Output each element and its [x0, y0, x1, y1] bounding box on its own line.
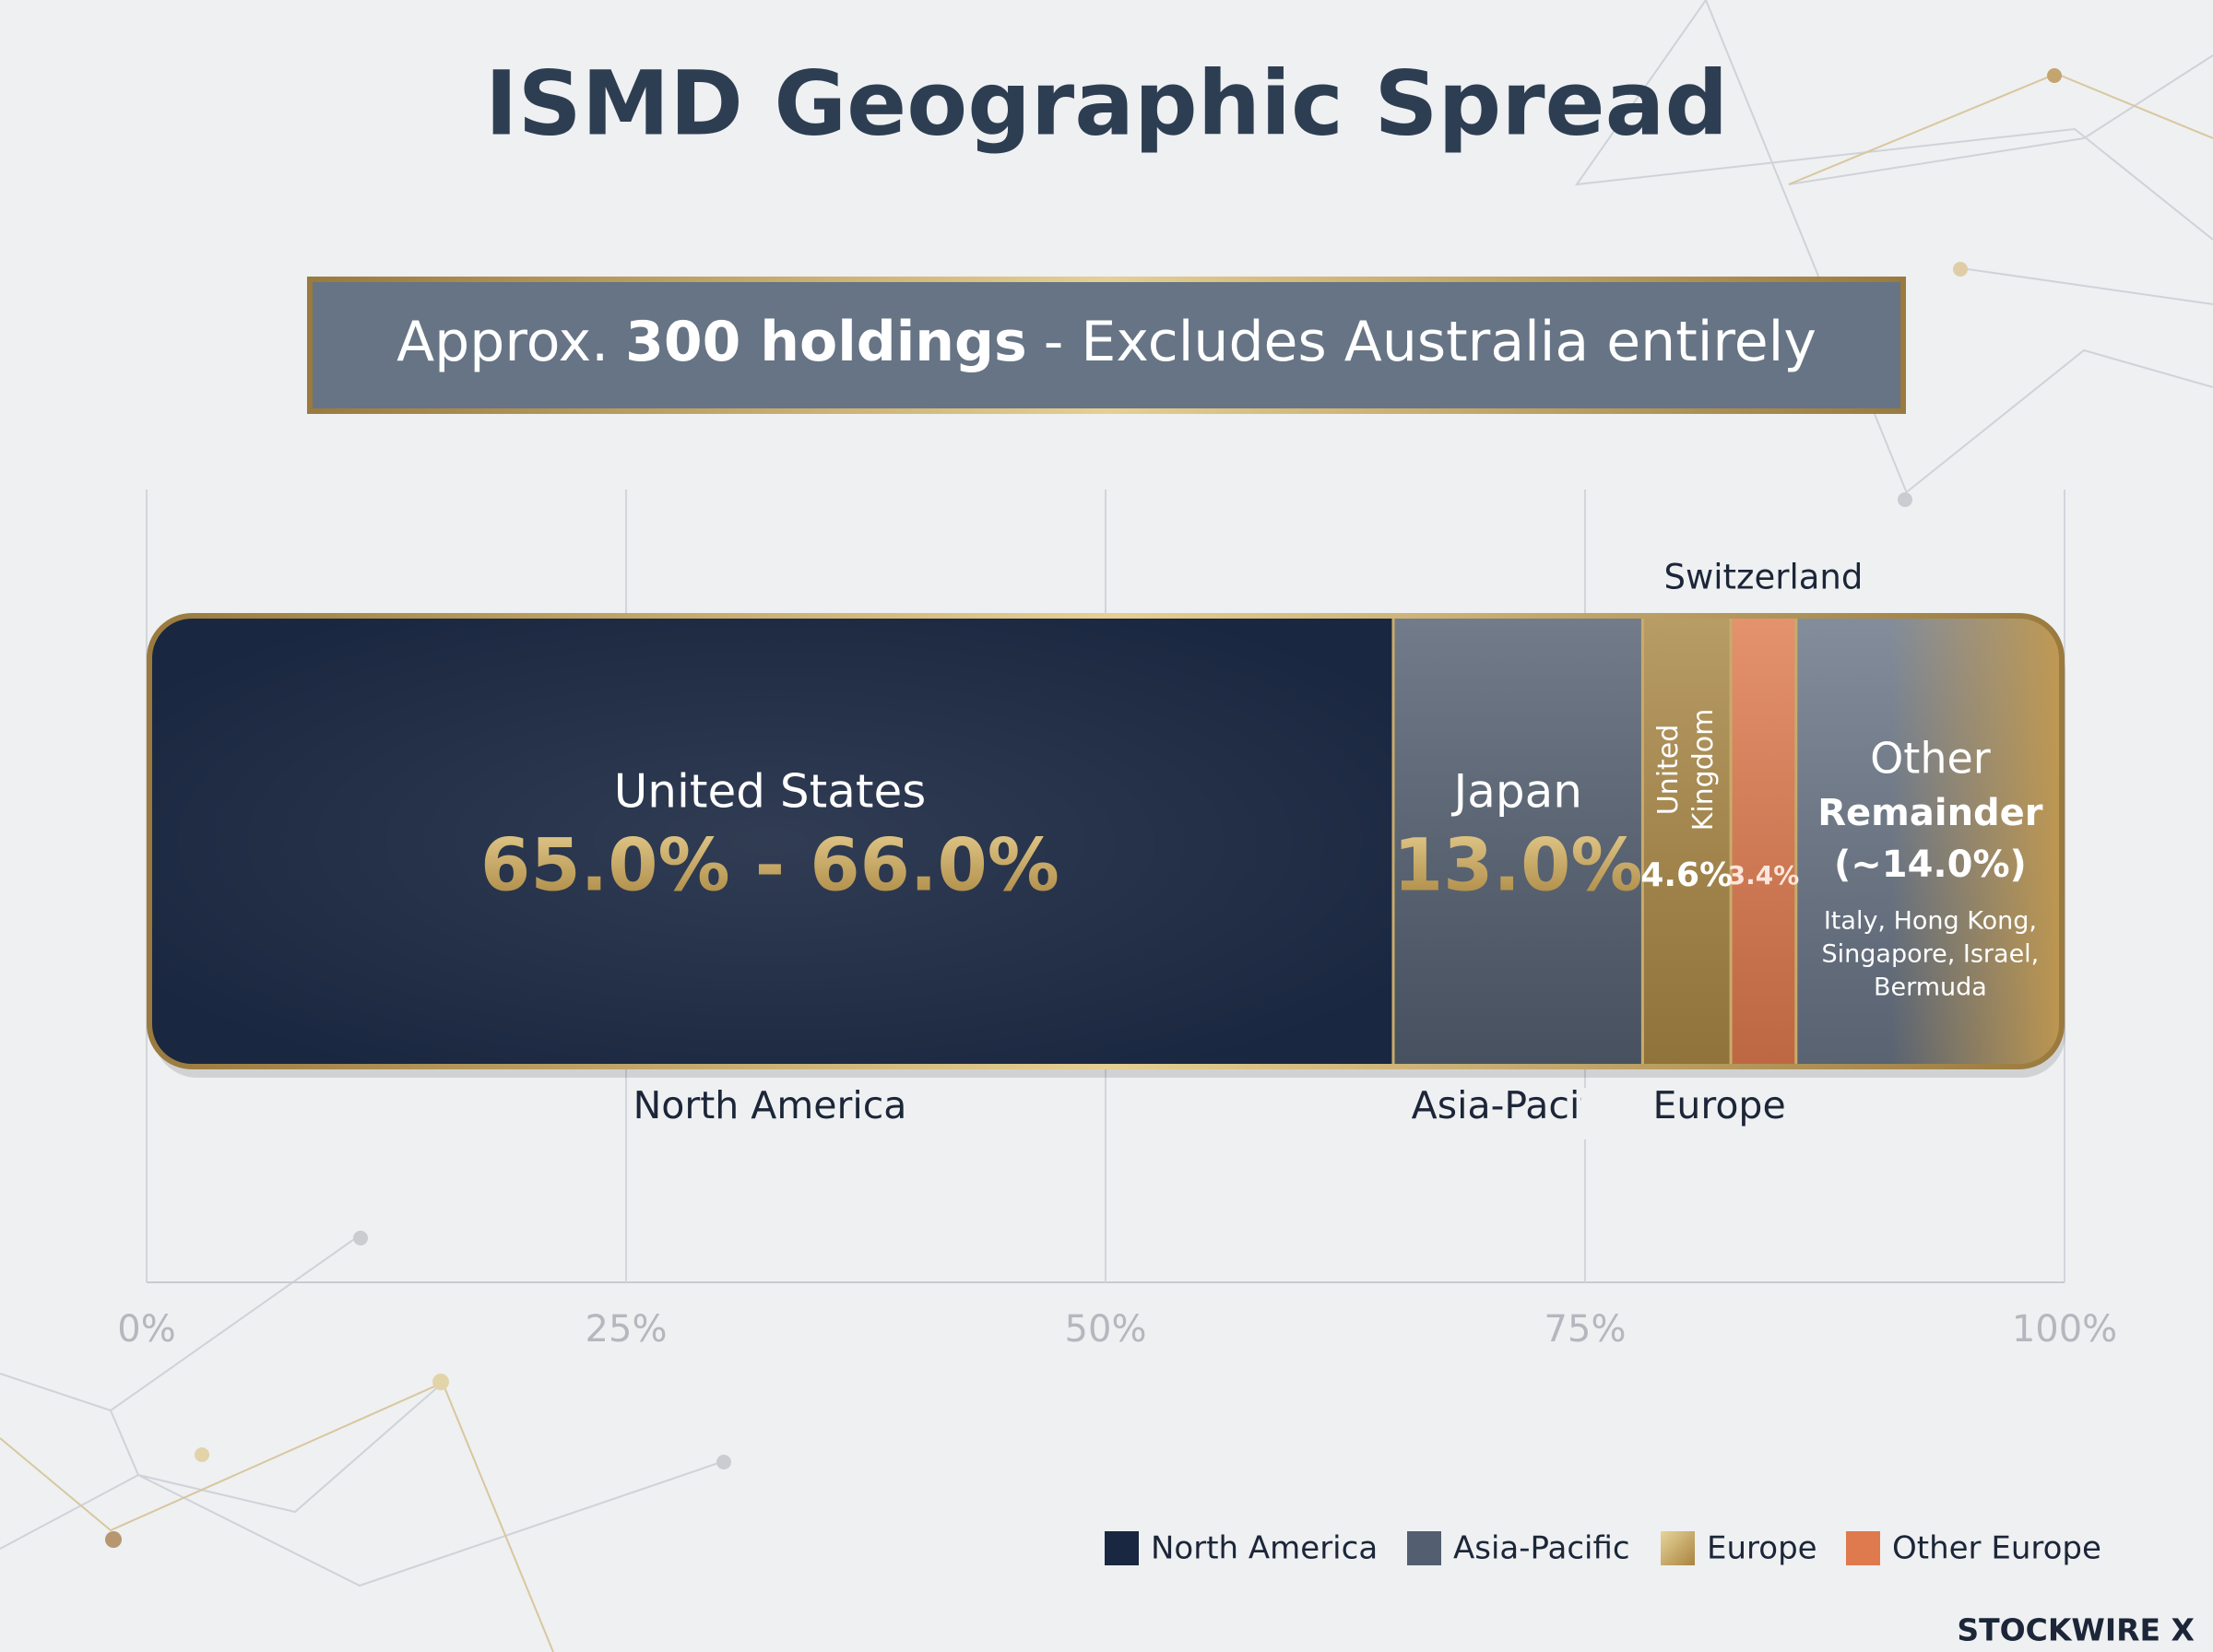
- segment-note: Italy, Hong Kong,: [1824, 907, 2037, 936]
- subtitle-box: [307, 277, 1906, 414]
- bar-border: [147, 613, 2065, 1069]
- segment-name: United States: [614, 765, 927, 819]
- subtitle: Approx. 300 holdings - Excludes Australia …: [396, 310, 1817, 374]
- segment-note: Singapore, Israel,: [1822, 940, 2040, 969]
- x-tick-label: 25%: [586, 1308, 668, 1351]
- chart-title: ISMD Geographic Spread: [485, 52, 1728, 155]
- segment-name: United Kingdom: [1652, 709, 1720, 832]
- x-tick-label: 0%: [117, 1308, 175, 1351]
- segment-value: 3.4%: [1728, 860, 1800, 891]
- segment-sheen: [149, 616, 1393, 1067]
- region-label: Europe: [1653, 1083, 1786, 1127]
- legend-swatch: [1661, 1531, 1695, 1565]
- segment-note: Bermuda: [1874, 974, 1987, 1002]
- subtitle-rest: - Excludes Australia entirely: [1044, 310, 1817, 374]
- subtitle-emphasis: 300 holdings: [625, 310, 1027, 374]
- legend-label: Europe: [1707, 1530, 1817, 1567]
- segment-name: Remainder: [1817, 792, 2043, 834]
- segment-name: Switzerland: [1664, 558, 1864, 597]
- segment-sheen: [1731, 616, 1796, 1067]
- x-tick-label: 100%: [2012, 1308, 2117, 1351]
- segment-value: 13.0%: [1393, 824, 1643, 907]
- region-label: North America: [633, 1083, 907, 1127]
- x-tick-label: 50%: [1065, 1308, 1147, 1351]
- segment-fade: [1795, 616, 2062, 1067]
- legend-swatch: [1105, 1531, 1139, 1565]
- segment-sheen: [1393, 616, 1643, 1067]
- legend-label: North America: [1151, 1530, 1378, 1567]
- brand: STOCKWIRE X: [1957, 1612, 2195, 1648]
- legend-label: Asia-Pacific: [1453, 1530, 1630, 1567]
- segment-sheen: [1642, 616, 1732, 1067]
- legend-label: Other Europe: [1892, 1530, 2101, 1567]
- segment-name-line: United: [1652, 725, 1685, 816]
- segment-value: 4.6%: [1640, 856, 1733, 894]
- bar-group: [149, 616, 2062, 1067]
- segment-name: Other: [1870, 734, 1991, 784]
- legend-swatch: [1846, 1531, 1880, 1565]
- segment-name-line: Kingdom: [1687, 709, 1720, 832]
- region-label-bg: [632, 1088, 908, 1139]
- x-tick-label: 75%: [1544, 1308, 1627, 1351]
- segment-value: 65.0% - 66.0%: [480, 824, 1059, 907]
- region-label-bg: [1580, 1088, 1858, 1139]
- subtitle-lead: Approx.: [396, 310, 609, 374]
- legend-swatch: [1407, 1531, 1441, 1565]
- segment-value: (~14.0%): [1834, 844, 2027, 886]
- segment-name: Japan: [1450, 765, 1581, 819]
